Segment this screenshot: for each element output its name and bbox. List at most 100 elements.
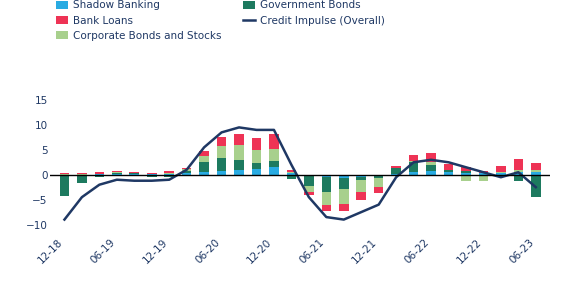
Bar [304,176,314,186]
Bar [339,178,348,189]
Bar [217,158,227,171]
Bar [426,162,436,165]
Credit Impulse (Overall) [410,160,417,164]
Bar [217,146,227,158]
Credit Impulse (Overall) [427,158,434,162]
Bar [444,175,453,176]
Bar [409,155,419,161]
Credit Impulse (Overall) [113,178,120,181]
Bar [112,174,122,175]
Credit Impulse (Overall) [498,176,504,179]
Bar [130,173,139,174]
Bar [287,173,296,175]
Bar [252,163,261,169]
Bar [321,192,331,204]
Bar [513,175,523,181]
Bar [392,174,401,175]
Bar [374,178,384,187]
Bar [147,175,157,177]
Bar [339,189,348,204]
Bar [217,137,227,146]
Bar [479,171,488,173]
Bar [304,175,314,176]
Bar [199,172,209,175]
Bar [496,166,505,172]
Credit Impulse (Overall) [253,128,260,132]
Bar [531,170,541,172]
Credit Impulse (Overall) [375,203,382,206]
Bar [496,175,505,176]
Bar [339,204,348,211]
Credit Impulse (Overall) [166,178,173,181]
Bar [59,175,69,176]
Bar [321,177,331,192]
Bar [269,161,279,167]
Bar [95,172,104,174]
Credit Impulse (Overall) [393,176,399,179]
Credit Impulse (Overall) [480,170,487,174]
Credit Impulse (Overall) [148,179,155,182]
Credit Impulse (Overall) [270,128,277,132]
Bar [304,186,314,192]
Bar [392,166,401,168]
Bar [287,170,296,172]
Bar [479,173,488,175]
Bar [461,175,471,181]
Credit Impulse (Overall) [183,168,190,172]
Bar [409,162,419,172]
Bar [164,173,174,174]
Bar [77,174,87,175]
Bar [130,174,139,175]
Bar [269,134,279,149]
Bar [164,171,174,173]
Bar [252,138,261,150]
Bar [77,175,87,176]
Bar [252,169,261,175]
Credit Impulse (Overall) [61,218,68,221]
Credit Impulse (Overall) [96,183,103,186]
Bar [59,176,69,196]
Credit Impulse (Overall) [218,131,225,134]
Bar [426,165,436,171]
Bar [182,173,191,175]
Credit Impulse (Overall) [515,170,522,174]
Bar [339,175,348,178]
Bar [444,170,453,172]
Bar [531,163,541,170]
Bar [182,171,191,173]
Bar [59,174,69,175]
Bar [444,164,453,170]
Bar [234,134,244,145]
Credit Impulse (Overall) [288,163,295,166]
Bar [321,204,331,210]
Bar [374,187,384,193]
Bar [199,151,209,156]
Bar [426,153,436,162]
Bar [217,171,227,175]
Bar [147,174,157,175]
Bar [374,176,384,178]
Bar [321,175,331,177]
Bar [409,161,419,162]
Bar [77,176,87,183]
Bar [95,174,104,175]
Bar [112,173,122,174]
Credit Impulse (Overall) [131,179,137,182]
Credit Impulse (Overall) [358,210,365,214]
Bar [182,169,191,171]
Bar [444,172,453,175]
Bar [392,168,401,174]
Bar [112,171,122,172]
Bar [461,173,471,175]
Bar [287,172,296,173]
Credit Impulse (Overall) [341,218,347,221]
Bar [461,167,471,171]
Bar [77,173,87,174]
Bar [147,173,157,174]
Bar [182,168,191,169]
Bar [513,170,523,172]
Bar [531,175,541,197]
Bar [95,175,104,177]
Bar [304,192,314,195]
Bar [234,160,244,170]
